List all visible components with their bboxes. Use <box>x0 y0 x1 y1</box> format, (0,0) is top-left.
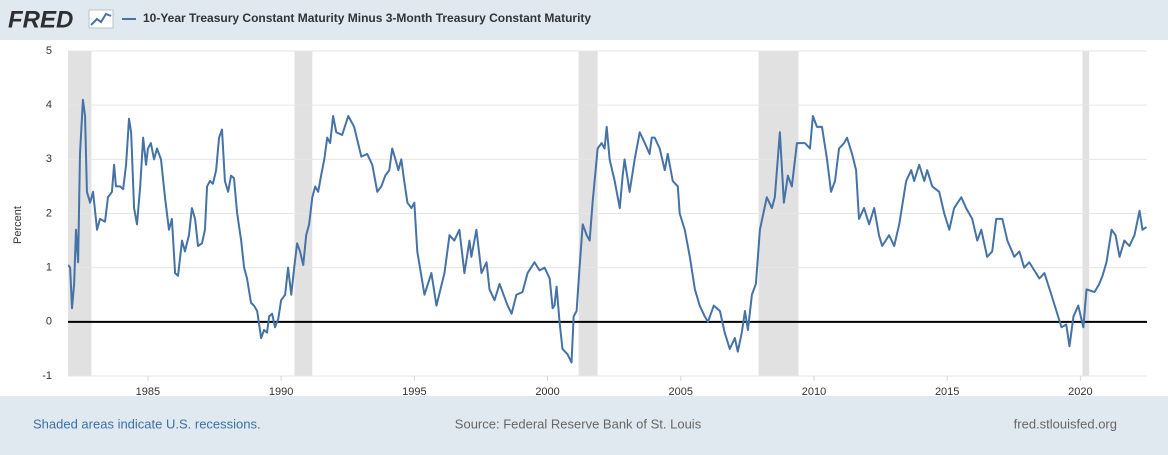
footer-note: Shaded areas indicate U.S. recessions. <box>33 416 261 431</box>
footer-source: Source: Federal Reserve Bank of St. Loui… <box>455 416 702 431</box>
series-layer <box>68 98 1147 364</box>
x-tick-label: 2005 <box>669 386 693 398</box>
y-tick-label: 0 <box>46 316 52 328</box>
x-tick-label: 2010 <box>802 386 826 398</box>
x-tick-label: 1990 <box>269 386 293 398</box>
y-tick-label: 5 <box>46 45 52 57</box>
x-tick-label: 2015 <box>935 386 959 398</box>
legend-label: 10-Year Treasury Constant Maturity Minus… <box>143 11 591 25</box>
logo: FRED <box>8 6 73 33</box>
x-tick-label: 2000 <box>535 386 559 398</box>
x-tick-label: 1995 <box>402 386 426 398</box>
x-tick-label: 2020 <box>1068 386 1092 398</box>
series-line <box>68 98 1147 364</box>
y-tick-label: 1 <box>46 262 52 274</box>
x-tick-label: 1985 <box>136 386 160 398</box>
y-tick-label: -1 <box>42 370 52 382</box>
y-tick-label: 3 <box>46 153 52 165</box>
logo-icon <box>88 9 114 29</box>
footer-url: fred.stlouisfed.org <box>1014 416 1117 431</box>
y-axis-title: Percent <box>12 206 24 244</box>
y-tick-label: 2 <box>46 207 52 219</box>
plot: -1 0 1 2 3 4 5 1985 1990 1995 2000 2005 2010 2015 2020… <box>42 11 1147 398</box>
y-tick-label: 4 <box>46 99 52 111</box>
